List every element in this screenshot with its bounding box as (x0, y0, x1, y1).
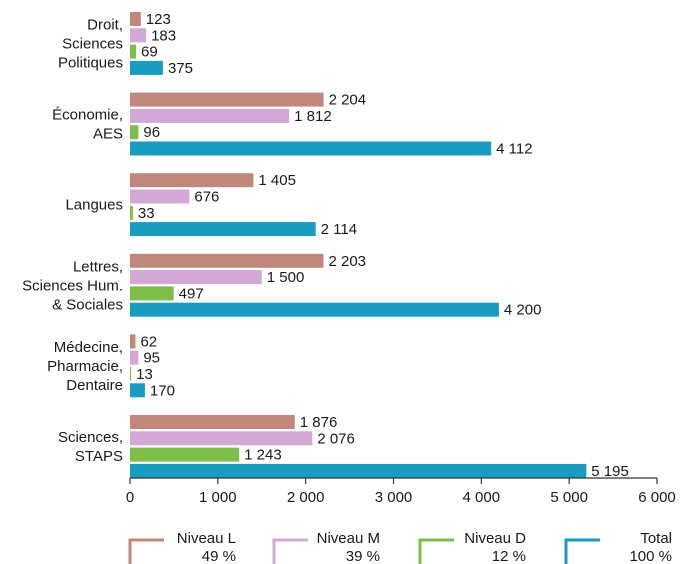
bar-niveau-d-3 (130, 286, 174, 301)
x-tick-label: 0 (126, 489, 134, 506)
data-label: 96 (143, 124, 160, 141)
bar-niveau-l-4 (130, 334, 136, 349)
bar-niveau-m-0 (130, 28, 147, 43)
legend-marker-niveau-l (128, 538, 164, 564)
data-label: 2 114 (321, 221, 357, 238)
category-label: Pharmacie, (47, 358, 123, 375)
category-label: Sciences, (58, 429, 123, 446)
bar-total-0 (130, 60, 163, 75)
bar-niveau-m-5 (130, 431, 313, 446)
data-label: 375 (168, 60, 193, 77)
bar-total-5 (130, 463, 587, 478)
bar-total-3 (130, 302, 499, 317)
data-label: 4 112 (496, 141, 532, 158)
data-label: 123 (146, 11, 171, 28)
bar-niveau-d-0 (130, 44, 137, 59)
data-label: 62 (140, 333, 157, 350)
x-tick-label: 5 000 (550, 489, 588, 506)
legend-series-share: 39 % (346, 548, 380, 564)
bar-niveau-d-2 (130, 205, 133, 220)
data-label: 1 243 (244, 447, 282, 464)
x-tick-label: 6 000 (638, 489, 676, 506)
bar-niveau-l-3 (130, 253, 324, 268)
bar-niveau-m-1 (130, 108, 290, 123)
bar-total-2 (130, 222, 316, 237)
bar-niveau-d-5 (130, 447, 240, 462)
category-label: Langues (65, 197, 123, 214)
legend-series-name: Niveau M (317, 530, 380, 547)
legend-series-share: 100 % (629, 548, 672, 564)
category-label: STAPS (75, 448, 123, 465)
bar-niveau-m-2 (130, 189, 190, 204)
category-label: Lettres, (73, 258, 123, 275)
legend-series-name: Total (640, 530, 672, 547)
data-label: 5 195 (591, 463, 629, 480)
data-label: 1 405 (258, 172, 296, 189)
data-label: 2 204 (329, 92, 367, 109)
legend-marker-total (564, 538, 600, 564)
legend-series-name: Niveau D (464, 530, 526, 547)
x-tick-label: 4 000 (463, 489, 501, 506)
bar-niveau-l-0 (130, 12, 141, 26)
data-label: 676 (194, 189, 219, 206)
data-label: 2 203 (328, 253, 366, 270)
bar-niveau-l-1 (130, 92, 324, 107)
category-label: Médecine, (54, 339, 123, 356)
category-label: Droit, (87, 16, 123, 33)
data-label: 95 (143, 350, 160, 367)
legend-series-share: 49 % (202, 548, 236, 564)
data-label: 33 (138, 205, 155, 222)
category-label: Sciences Hum. (22, 277, 123, 294)
bar-total-1 (130, 141, 492, 156)
data-label: 170 (150, 382, 175, 399)
category-label: & Sociales (52, 296, 123, 313)
bar-niveau-l-2 (130, 173, 254, 188)
bar-niveau-d-1 (130, 125, 139, 140)
data-label: 13 (136, 366, 153, 383)
bar-total-4 (130, 383, 145, 398)
data-label: 1 500 (267, 269, 305, 286)
legend-series-share: 12 % (492, 548, 526, 564)
data-label: 183 (151, 27, 176, 44)
category-label: Politiques (58, 54, 123, 71)
bar-niveau-d-4 (130, 367, 132, 381)
data-label: 4 200 (504, 302, 542, 319)
legend-marker-niveau-m (272, 538, 308, 564)
data-label: 69 (141, 44, 158, 61)
data-label: 1 812 (294, 108, 332, 125)
category-label: Dentaire (66, 377, 123, 394)
data-label: 497 (179, 285, 204, 302)
x-tick-label: 3 000 (375, 489, 413, 506)
legend-series-name: Niveau L (177, 530, 236, 547)
category-label: Économie, (52, 107, 123, 124)
legend-marker-niveau-d (418, 538, 454, 564)
bar-niveau-m-4 (130, 350, 139, 365)
bar-niveau-l-5 (130, 415, 295, 429)
bar-niveau-m-3 (130, 270, 262, 285)
x-tick-label: 2 000 (287, 489, 325, 506)
x-tick-label: 1 000 (199, 489, 237, 506)
category-label: AES (93, 126, 123, 143)
category-label: Sciences (62, 35, 123, 52)
data-label: 1 876 (300, 414, 338, 431)
data-label: 2 076 (317, 430, 355, 447)
